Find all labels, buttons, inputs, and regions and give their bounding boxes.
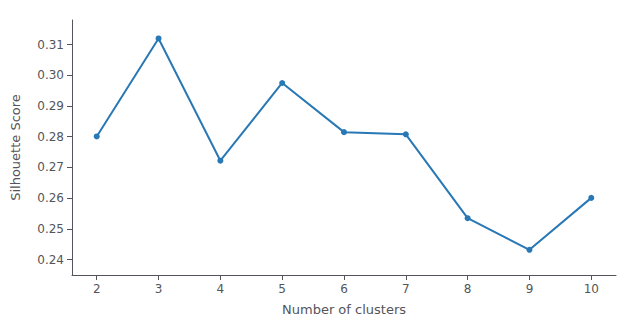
svg-text:0.25: 0.25 <box>37 222 64 236</box>
svg-text:0.30: 0.30 <box>37 68 64 82</box>
svg-text:0.26: 0.26 <box>37 191 64 205</box>
svg-text:5: 5 <box>278 282 286 296</box>
svg-text:3: 3 <box>155 282 163 296</box>
svg-text:2: 2 <box>93 282 101 296</box>
svg-text:6: 6 <box>340 282 348 296</box>
svg-text:Silhouette Score: Silhouette Score <box>8 94 23 201</box>
svg-text:0.24: 0.24 <box>37 253 64 267</box>
svg-text:9: 9 <box>526 282 534 296</box>
svg-text:7: 7 <box>402 282 410 296</box>
svg-text:8: 8 <box>464 282 472 296</box>
svg-text:Number of clusters: Number of clusters <box>282 302 406 317</box>
svg-text:0.27: 0.27 <box>37 160 64 174</box>
svg-text:0.31: 0.31 <box>37 38 64 52</box>
svg-text:0.29: 0.29 <box>37 99 64 113</box>
svg-text:4: 4 <box>217 282 225 296</box>
svg-text:10: 10 <box>584 282 599 296</box>
svg-text:0.28: 0.28 <box>37 130 64 144</box>
